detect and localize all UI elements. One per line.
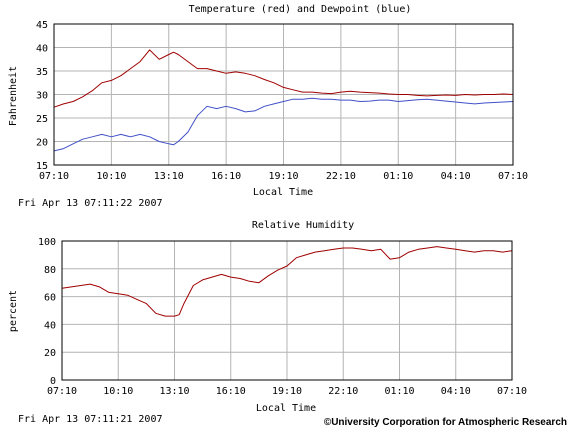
- humidity-ytick-label: 40: [44, 320, 56, 331]
- humidity-xtick-label: 10:10: [103, 386, 133, 397]
- humidity-series-line-0: [61, 246, 513, 317]
- temperature-plot-frame: [53, 23, 514, 166]
- temperature-xtick-label: 16:10: [211, 171, 241, 182]
- temperature-series-line-1: [53, 97, 514, 152]
- temperature-chart-ylabel: Fahrenheit: [8, 66, 19, 126]
- humidity-plot-area: 0 20 40 60 80 100 07:10 10:10 13:10 16:10 19:10 22:…: [38, 237, 527, 397]
- humidity-ytick-label: 0: [50, 376, 56, 387]
- temperature-xtick-label: 04:10: [441, 171, 471, 182]
- temperature-xtick-label: 22:10: [326, 171, 356, 182]
- humidity-xtick-label: 01:10: [384, 386, 414, 397]
- humidity-chart-timestamp: Fri Apr 13 07:11:21 2007: [18, 414, 163, 425]
- humidity-chart-xlabel: Local Time: [256, 403, 316, 414]
- temperature-xtick-label: 13:10: [154, 171, 184, 182]
- temperature-chart-timestamp: Fri Apr 13 07:11:22 2007: [18, 198, 163, 209]
- temperature-chart-title: Temperature (red) and Dewpoint (blue): [189, 4, 412, 15]
- humidity-chart-ylabel: percent: [8, 290, 19, 332]
- temperature-series-line-0: [53, 49, 514, 108]
- temperature-ytick-label: 45: [36, 20, 48, 31]
- humidity-ytick-label: 60: [44, 293, 56, 304]
- humidity-ytick-label: 100: [38, 237, 56, 248]
- humidity-xtick-label: 07:10: [47, 386, 77, 397]
- humidity-xtick-label: 13:10: [159, 386, 189, 397]
- temperature-ytick-label: 25: [36, 114, 48, 125]
- temperature-chart-xlabel: Local Time: [253, 187, 313, 198]
- humidity-xtick-label: 16:10: [216, 386, 246, 397]
- humidity-plot-frame: [61, 240, 513, 381]
- humidity-xtick-label: 19:10: [272, 386, 302, 397]
- temperature-ytick-label: 20: [36, 138, 48, 149]
- humidity-chart-title: Relative Humidity: [252, 220, 354, 231]
- temperature-ytick-label: 40: [36, 44, 48, 55]
- temperature-ytick-label: 30: [36, 91, 48, 102]
- temperature-ytick-label: 35: [36, 67, 48, 78]
- humidity-xtick-label: 22:10: [328, 386, 358, 397]
- temperature-ytick-label: 15: [36, 161, 48, 172]
- temperature-xtick-label: 10:10: [96, 171, 126, 182]
- temperature-plot-area: 15 20 25 30 35 40 45 07:10 10:10 13:10 16:10 19:10 2…: [36, 20, 528, 182]
- temperature-xtick-label: 01:10: [383, 171, 413, 182]
- humidity-xtick-label: 04:10: [441, 386, 471, 397]
- humidity-ytick-label: 80: [44, 265, 56, 276]
- humidity-ytick-label: 20: [44, 348, 56, 359]
- temperature-xtick-label: 19:10: [268, 171, 298, 182]
- temperature-xtick-label: 07:10: [39, 171, 69, 182]
- credit-text: ©University Corporation for Atmospheric …: [324, 417, 567, 427]
- humidity-xtick-label: 07:10: [497, 386, 527, 397]
- temperature-xtick-label: 07:10: [498, 171, 528, 182]
